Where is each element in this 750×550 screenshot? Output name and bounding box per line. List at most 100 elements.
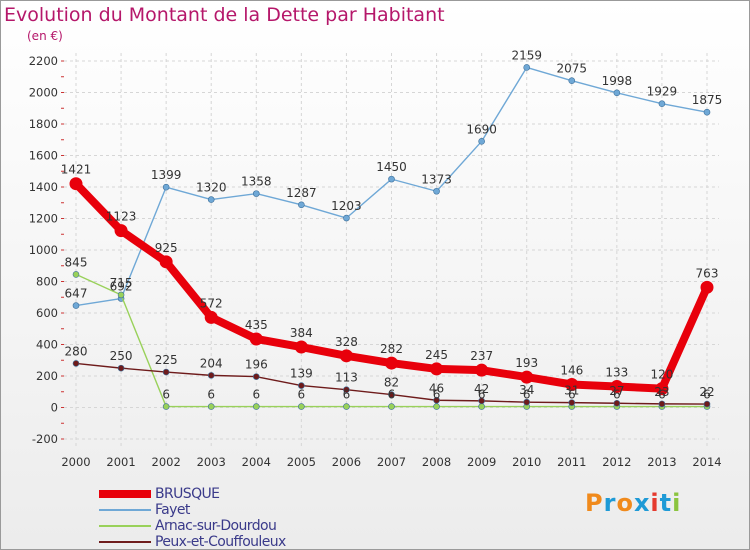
legend-entry: Arnac-sur-Dourdou [99, 518, 286, 534]
data-point [385, 356, 398, 370]
data-point [433, 396, 440, 404]
data-point [252, 403, 260, 410]
data-label: 1998 [602, 74, 633, 88]
data-point [252, 373, 260, 380]
legend-swatch [99, 509, 151, 511]
x-tick-label: 2006 [332, 455, 361, 469]
legend-label: Fayet [155, 502, 190, 518]
data-label: 692 [110, 280, 133, 294]
y-tick-label: 400 [36, 338, 58, 352]
data-point [117, 291, 125, 299]
data-point [294, 340, 308, 354]
data-point [72, 360, 80, 367]
data-label: 280 [65, 344, 88, 358]
data-label: 2159 [511, 48, 542, 62]
data-label: 6 [613, 388, 621, 402]
data-point [568, 77, 576, 84]
data-point [388, 175, 395, 183]
data-point [298, 382, 305, 389]
data-point [700, 280, 714, 294]
data-label: 1929 [647, 85, 678, 99]
data-label: 31 [564, 384, 579, 398]
legend-entry: Fayet [99, 502, 286, 518]
data-label: 6 [252, 388, 260, 402]
data-label: 1203 [331, 199, 362, 213]
logo-letter: i [650, 489, 660, 517]
series-lines [69, 64, 714, 410]
data-label: 139 [290, 367, 313, 381]
data-label: 1358 [241, 175, 272, 189]
y-tick-label: 1200 [29, 212, 58, 226]
data-label: 6 [433, 388, 441, 402]
data-point [433, 403, 440, 410]
data-label: 6 [343, 388, 351, 402]
y-tick-label: 1800 [29, 117, 58, 131]
y-tick-label: 600 [36, 306, 58, 320]
data-point [610, 380, 624, 394]
data-point [162, 368, 170, 376]
data-point [613, 399, 621, 407]
data-label: 845 [65, 255, 88, 269]
data-label: 225 [155, 353, 178, 367]
x-tick-label: 2004 [242, 455, 271, 469]
x-tick-label: 2007 [377, 455, 406, 469]
data-point [655, 382, 669, 396]
data-point [207, 372, 215, 379]
legend-swatch [99, 541, 151, 543]
data-label: 572 [200, 296, 223, 310]
data-point [204, 310, 218, 324]
x-tick-label: 2002 [152, 455, 181, 469]
data-label: 204 [200, 356, 223, 370]
chart-title: Evolution du Montant de la Dette par Hab… [4, 4, 445, 26]
data-label: 6 [388, 388, 396, 402]
chart-subtitle: (en €) [27, 29, 63, 43]
data-point [520, 370, 534, 384]
data-point [72, 271, 80, 278]
data-label: 6 [298, 388, 306, 402]
data-label: 6 [658, 388, 666, 402]
data-label: 647 [65, 287, 88, 301]
data-point [523, 64, 531, 71]
logo-letter: r [603, 489, 617, 517]
data-label: 282 [380, 342, 403, 356]
data-label: 6 [523, 388, 531, 402]
data-point [114, 224, 128, 238]
data-label: 1399 [151, 168, 182, 182]
logo-letter: t [659, 489, 673, 517]
legend-label: Arnac-sur-Dourdou [155, 518, 277, 534]
x-tick-label: 2000 [61, 455, 90, 469]
data-label: 237 [470, 349, 493, 363]
grid-lines [64, 53, 719, 447]
data-point [159, 255, 173, 269]
data-point [343, 386, 350, 394]
data-point [613, 89, 621, 97]
data-label: 46 [429, 381, 444, 395]
data-point [388, 391, 395, 398]
data-label: 1690 [466, 122, 497, 136]
proxiti-logo: Proxiti [585, 489, 681, 517]
x-tick-label: 2014 [692, 455, 721, 469]
data-label: 6 [207, 388, 215, 402]
data-label: 2075 [557, 62, 588, 76]
logo-letter: i [672, 489, 682, 517]
x-tick-label: 2009 [467, 455, 496, 469]
data-point [162, 403, 170, 410]
data-label: 763 [696, 266, 719, 280]
data-label: 113 [335, 371, 358, 385]
data-label: 34 [519, 383, 534, 397]
legend: BRUSQUE Fayet Arnac-sur-Dourdou Peux-et-Cou… [99, 486, 286, 549]
data-label: 42 [474, 382, 489, 396]
data-point [478, 403, 485, 410]
x-tick-label: 2008 [422, 455, 451, 469]
data-point [117, 364, 125, 372]
data-point [69, 177, 83, 191]
data-point [207, 403, 215, 410]
data-label: 435 [245, 318, 268, 332]
logo-letter: x [633, 489, 651, 517]
data-label: 82 [384, 376, 399, 390]
data-point [433, 187, 440, 195]
data-point [298, 201, 305, 209]
data-label: 1287 [286, 186, 317, 200]
y-tick-label: 2200 [29, 54, 58, 68]
x-tick-label: 2003 [197, 455, 226, 469]
